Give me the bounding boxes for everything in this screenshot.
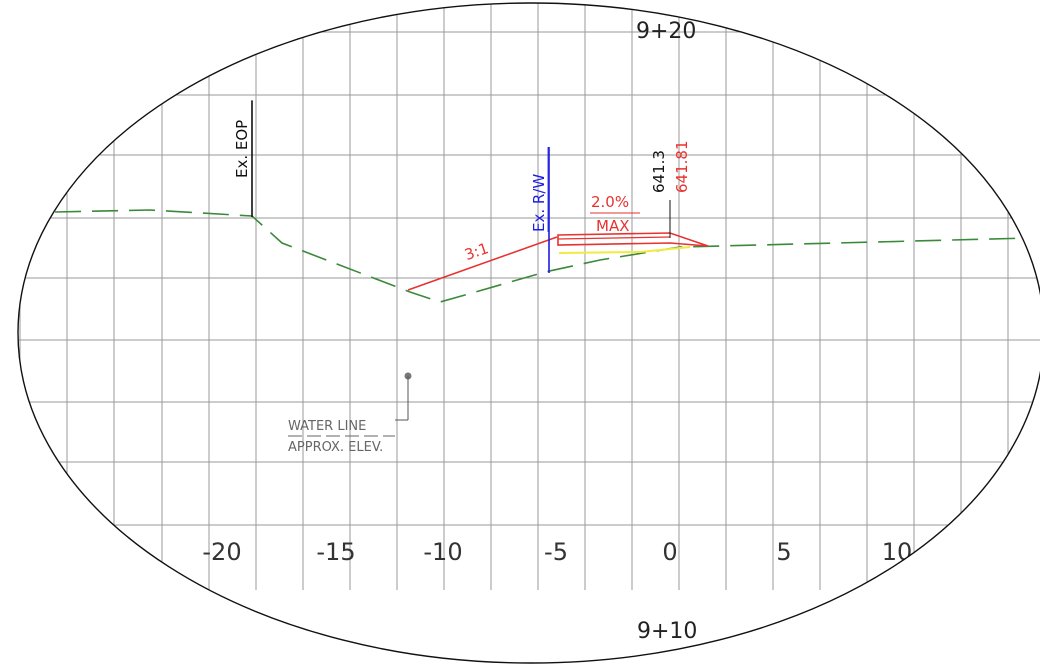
station-bottom-label: 9+10 bbox=[637, 619, 697, 644]
x-axis-label: 10 bbox=[882, 538, 913, 566]
ex-rw-label: Ex. R/W bbox=[530, 174, 548, 232]
cross-slope-note: MAX bbox=[596, 217, 629, 235]
x-axis-label: -5 bbox=[544, 538, 568, 566]
existing-elevation-label: 641.3 bbox=[650, 150, 668, 193]
proposed-elevation-label: 641.81 bbox=[673, 141, 691, 194]
x-axis-label: 5 bbox=[776, 538, 791, 566]
station-top-label: 9+20 bbox=[636, 19, 696, 44]
slope-ratio-label: 3:1 bbox=[462, 239, 491, 264]
x-axis-labels: -20 -15 -10 -5 0 5 10 bbox=[202, 538, 912, 566]
existing-ground-line bbox=[54, 209, 1031, 303]
x-axis-label: 0 bbox=[662, 538, 677, 566]
x-axis-label: -20 bbox=[202, 538, 241, 566]
view-ellipse-border bbox=[17, 2, 1040, 664]
proposed-slope-line bbox=[407, 236, 558, 291]
pavement-top-line bbox=[557, 236, 671, 240]
x-axis-label: -10 bbox=[423, 538, 462, 566]
proposed-pavement bbox=[557, 232, 709, 247]
grid bbox=[18, 3, 1040, 590]
water-line-note: APPROX. ELEV. bbox=[288, 440, 383, 455]
ex-eop-label: Ex. EOP bbox=[233, 120, 251, 178]
water-line-label: WATER LINE bbox=[288, 419, 366, 434]
x-axis-label: -15 bbox=[316, 538, 355, 566]
cross-slope-label: 2.0% bbox=[591, 193, 629, 211]
subgrade-line bbox=[558, 246, 691, 254]
